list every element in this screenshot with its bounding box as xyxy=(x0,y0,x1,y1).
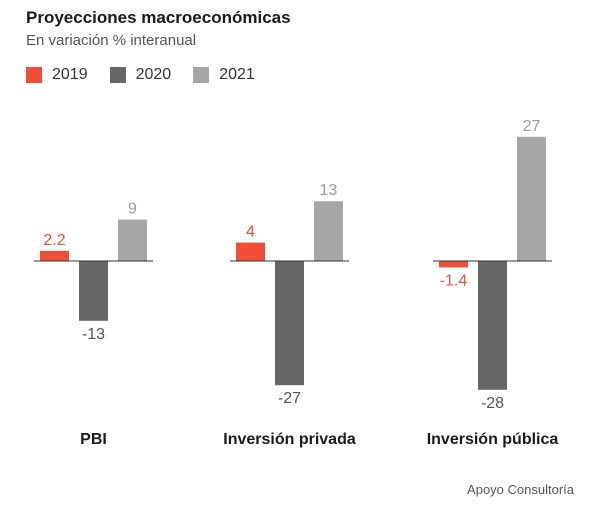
data-label-pbi-2020: -13 xyxy=(82,326,105,343)
bar-pbi-2021 xyxy=(118,219,147,261)
legend-item-2021: 2021 xyxy=(193,66,255,84)
legend-label-2019: 2019 xyxy=(52,66,88,83)
data-label-pbi-2021: 9 xyxy=(128,201,137,218)
data-label-inversion-publica-2019: -1.4 xyxy=(440,272,468,289)
chart-title: Proyecciones macroeconómicas xyxy=(26,8,291,27)
source-credit: Apoyo Consultoría xyxy=(467,482,574,497)
data-label-inversion-privada-2021: 13 xyxy=(320,182,338,199)
legend-item-2019: 2019 xyxy=(26,66,88,84)
legend-swatch-2020 xyxy=(109,67,126,83)
bar-inversion-privada-2020 xyxy=(275,261,304,386)
data-label-pbi-2019: 2.2 xyxy=(43,232,65,249)
legend: 2019 2020 2021 xyxy=(26,66,277,84)
bar-pbi-2020 xyxy=(79,261,108,321)
bar-inversion-publica-2021 xyxy=(517,136,546,261)
legend-swatch-2021 xyxy=(193,67,210,83)
data-label-inversion-privada-2019: 4 xyxy=(246,224,255,241)
bar-pbi-2019 xyxy=(40,250,69,261)
bar-inversion-privada-2021 xyxy=(314,201,343,261)
category-label-inversion-publica: Inversión pública xyxy=(427,431,559,448)
legend-label-2020: 2020 xyxy=(135,66,172,83)
bar-inversion-publica-2019 xyxy=(439,261,468,268)
data-label-inversion-publica-2020: -28 xyxy=(481,395,504,412)
category-label-inversion-privada: Inversión privada xyxy=(223,431,356,448)
legend-swatch-2019 xyxy=(26,67,42,83)
data-label-inversion-publica-2021: 27 xyxy=(523,118,541,135)
bar-inversion-privada-2019 xyxy=(236,242,265,261)
bar-inversion-publica-2020 xyxy=(478,261,507,390)
data-label-inversion-privada-2020: -27 xyxy=(278,390,301,407)
category-label-pbi: PBI xyxy=(80,431,107,448)
chart-subtitle: En variación % interanual xyxy=(26,32,197,49)
legend-item-2020: 2020 xyxy=(109,66,172,84)
legend-label-2021: 2021 xyxy=(219,66,255,83)
